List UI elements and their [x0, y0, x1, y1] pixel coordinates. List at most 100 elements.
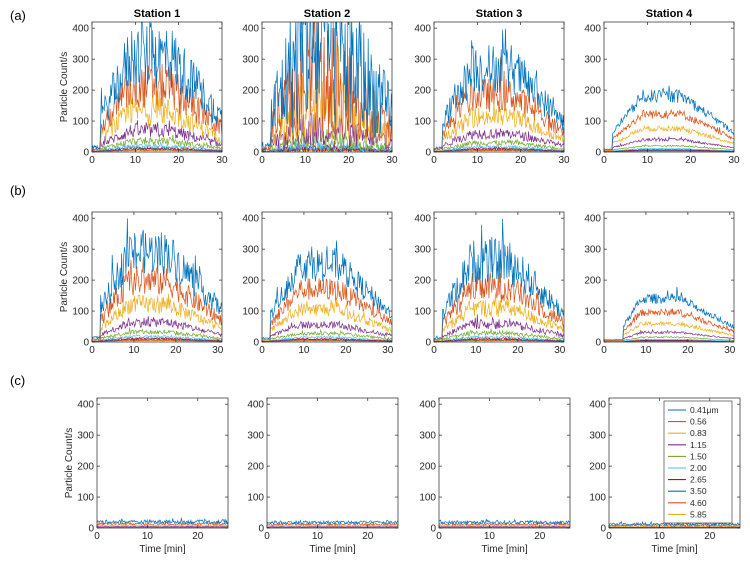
series-line-4.60	[92, 147, 222, 152]
series-line-0.41μm	[262, 22, 392, 151]
series-line-0.83	[439, 523, 570, 528]
panel: 0 100 200 300 400 0 10 20 30	[414, 211, 566, 356]
x-tick-label: 10	[130, 155, 142, 166]
y-tick-label: 300	[414, 55, 431, 66]
y-tick-label: 300	[242, 245, 259, 256]
y-tick-label: 0	[258, 524, 264, 535]
axes-box	[261, 21, 393, 153]
series-line-0.41μm	[262, 240, 392, 340]
series-line-0.41μm	[434, 218, 564, 340]
series-line-0.41μm	[439, 518, 570, 526]
legend-label: 1.50	[690, 451, 707, 461]
legend-label: 2.00	[690, 463, 707, 473]
series-line-2.00	[92, 334, 222, 342]
panel: 0 100 200 300 400 0 10 20 30	[242, 211, 394, 356]
y-tick-label: 300	[77, 431, 94, 442]
series-line-0.56	[434, 57, 564, 151]
x-tick-label: 10	[312, 531, 324, 542]
y-tick-label: 100	[72, 117, 89, 128]
y-tick-label: 0	[83, 148, 89, 159]
y-tick-label: 400	[247, 400, 264, 411]
series-line-1.15	[267, 525, 398, 528]
y-tick-label: 200	[414, 276, 431, 287]
x-tick-label: 0	[436, 531, 442, 542]
x-tick-label: 20	[362, 531, 374, 542]
series-line-0.41μm	[434, 28, 564, 151]
y-tick-label: 200	[242, 276, 259, 287]
legend-label: 1.15	[690, 440, 707, 450]
y-tick-label: 0	[425, 148, 431, 159]
series-line-0.56	[434, 271, 564, 341]
series-line-2.00	[604, 147, 734, 152]
y-tick-label: 200	[242, 86, 259, 97]
series-line-2.00	[434, 143, 564, 152]
y-tick-label: 400	[589, 400, 606, 411]
x-tick-label: 10	[128, 345, 140, 356]
x-tick-label: 0	[431, 155, 437, 166]
legend-label: 5.85	[690, 509, 707, 519]
panel: 0 100 200 300 400 0 10 20 Time [min]	[419, 397, 571, 555]
legend-label: 0.56	[690, 417, 707, 427]
y-axis-label: Particle Count/s	[59, 242, 70, 313]
y-tick-label: 400	[242, 214, 259, 225]
series-line-1.15	[609, 526, 740, 528]
y-tick-label: 400	[414, 24, 431, 35]
y-tick-label: 300	[414, 245, 431, 256]
axes-box	[608, 397, 741, 529]
x-axis-label: Time [min]	[651, 544, 698, 555]
series-line-1.15	[604, 328, 734, 342]
axes-box	[433, 21, 565, 153]
y-tick-label: 0	[595, 148, 601, 159]
series-line-1.50	[92, 327, 222, 342]
y-tick-label: 100	[414, 117, 431, 128]
series-line-1.15	[92, 120, 222, 152]
series-line-0.56	[262, 22, 392, 152]
y-tick-label: 300	[419, 431, 436, 442]
series-line-2.65	[604, 339, 734, 342]
y-tick-label: 100	[584, 117, 601, 128]
x-tick-label: 30	[558, 155, 570, 166]
x-tick-label: 20	[170, 345, 182, 356]
x-tick-label: 10	[640, 345, 652, 356]
x-tick-label: 10	[642, 155, 654, 166]
y-tick-label: 400	[72, 214, 89, 225]
x-axis-label: Time [min]	[481, 544, 528, 555]
y-tick-label: 200	[77, 462, 94, 473]
series-group	[262, 240, 392, 342]
series-line-0.56	[604, 308, 734, 342]
series-line-0.41μm	[92, 22, 222, 151]
axes-box	[438, 397, 571, 529]
series-group	[262, 22, 392, 152]
y-tick-label: 0	[253, 148, 259, 159]
y-tick-label: 300	[584, 55, 601, 66]
y-tick-label: 400	[584, 24, 601, 35]
series-line-2.00	[604, 338, 734, 342]
row-label: (a)	[10, 8, 26, 23]
series-line-1.50	[97, 526, 228, 528]
axes-box	[96, 397, 229, 529]
x-tick-label: 0	[89, 155, 95, 166]
x-tick-label: 20	[343, 155, 355, 166]
series-line-0.56	[97, 520, 228, 527]
y-tick-label: 300	[72, 245, 89, 256]
x-axis-label: Time [min]	[139, 544, 186, 555]
x-tick-label: 20	[173, 155, 185, 166]
y-tick-label: 200	[419, 462, 436, 473]
series-line-0.83	[604, 125, 734, 152]
x-tick-label: 10	[142, 531, 154, 542]
y-tick-label: 100	[589, 493, 606, 504]
x-tick-label: 20	[340, 345, 352, 356]
y-axis-label: Particle Count/s	[64, 428, 75, 499]
series-line-1.15	[262, 320, 392, 342]
panel: 0 100 200 300 400 0 10 20 Time [min] Particle Cou…	[64, 397, 229, 555]
series-line-2.65	[604, 149, 734, 152]
series-line-0.83	[92, 293, 222, 341]
series-group	[604, 85, 734, 152]
series-line-1.50	[262, 328, 392, 342]
series-line-2.65	[92, 145, 222, 152]
x-tick-label: 10	[484, 531, 496, 542]
series-line-1.50	[439, 526, 570, 528]
series-line-1.15	[434, 314, 564, 342]
x-tick-label: 10	[300, 155, 312, 166]
